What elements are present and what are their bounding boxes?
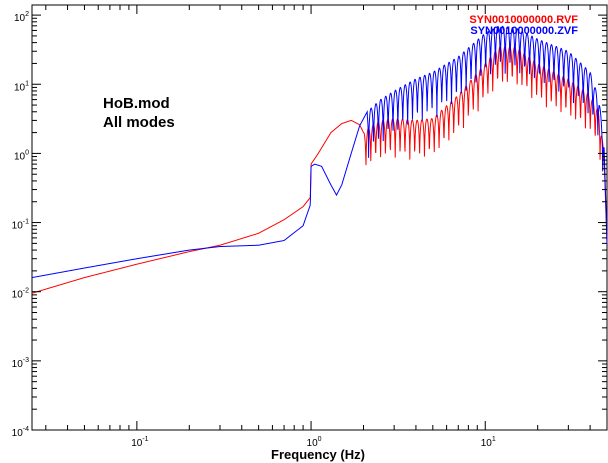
y-tick-label-exponent: -3 <box>23 357 29 364</box>
x-tick-labels: 10-1 100 101 <box>131 436 496 449</box>
y-tick-label: 101 <box>14 80 29 93</box>
y-tick-label-base: 10 <box>12 221 24 232</box>
x-tick-label-exponent: 0 <box>318 436 322 443</box>
x-tick-label: 10-1 <box>131 436 148 449</box>
x-tick-label: 101 <box>481 436 496 449</box>
y-tick-label-base: 10 <box>12 290 24 301</box>
x-tick-label-base: 10 <box>481 438 493 449</box>
x-tick-label-base: 10 <box>131 438 143 449</box>
y-tick-label-base: 10 <box>14 13 26 24</box>
y-tick-label-exponent: 1 <box>25 80 29 87</box>
y-tick-label-exponent: -1 <box>23 219 29 226</box>
plot-frame <box>31 4 608 431</box>
y-tick-label: 102 <box>14 11 29 24</box>
axis-ticks <box>32 5 608 431</box>
y-tick-label-exponent: 2 <box>25 11 29 18</box>
y-tick-label: 10-2 <box>12 288 29 301</box>
y-tick-label: 100 <box>14 149 29 162</box>
annotation-line-1: HoB.mod <box>103 95 170 112</box>
x-tick-label-exponent: 1 <box>492 436 496 443</box>
y-tick-label-exponent: -2 <box>23 288 29 295</box>
x-axis-title: Frequency (Hz) <box>271 447 365 462</box>
y-tick-label-base: 10 <box>12 428 24 439</box>
y-tick-label-base: 10 <box>12 359 24 370</box>
y-tick-label-exponent: 0 <box>25 149 29 156</box>
legend-entry-2: SYN0010000000.ZVF <box>470 25 578 37</box>
y-tick-label: 10-4 <box>12 426 29 439</box>
y-tick-label: 10-3 <box>12 357 29 370</box>
annotation-line-2: All modes <box>103 114 175 131</box>
series-line-1 <box>31 45 608 294</box>
y-tick-label-base: 10 <box>14 82 26 93</box>
y-tick-label: 10-1 <box>12 219 29 232</box>
series-lines <box>31 25 608 294</box>
legend-entry-1: SYN0010000000.RVF <box>469 14 578 26</box>
x-tick-label: 100 <box>307 436 322 449</box>
y-tick-label-exponent: -4 <box>23 426 29 433</box>
y-tick-label-base: 10 <box>14 151 26 162</box>
x-tick-label-exponent: -1 <box>142 436 148 443</box>
x-tick-label-base: 10 <box>307 438 319 449</box>
series-line-2 <box>31 25 608 279</box>
